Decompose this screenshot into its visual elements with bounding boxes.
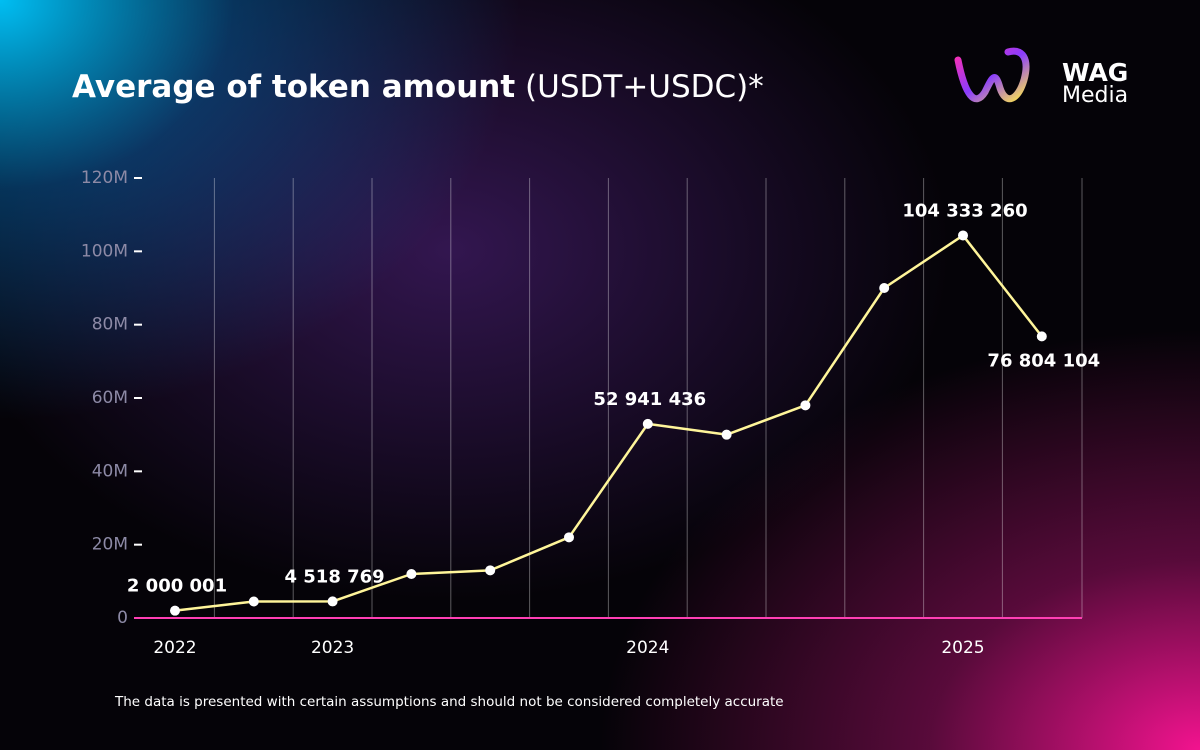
point <box>248 596 259 607</box>
y-tick-label: 120M <box>81 168 128 188</box>
x-tick-label: 2022 <box>153 638 196 658</box>
x-tick-label: 2023 <box>311 638 354 658</box>
x-tick-label: 2025 <box>941 638 984 658</box>
point <box>800 400 811 411</box>
brand-name: WAG <box>1062 58 1128 87</box>
value-label: 52 941 436 <box>593 389 706 410</box>
point <box>327 596 338 607</box>
x-tick-label: 2024 <box>626 638 669 658</box>
title: Average of token amount <box>72 69 515 105</box>
brand-sub: Media <box>1062 83 1128 108</box>
footnote: The data is presented with certain assum… <box>114 694 784 710</box>
point <box>1036 331 1047 342</box>
point <box>642 418 653 429</box>
point <box>564 532 574 543</box>
point <box>406 569 417 579</box>
point <box>170 605 180 616</box>
y-tick-label: 80M <box>92 315 128 335</box>
logo-mark <box>954 47 1030 103</box>
y-tick-label: 100M <box>81 241 128 261</box>
point <box>485 565 496 576</box>
value-label: 4 518 769 <box>284 566 384 587</box>
value-label: 76 804 104 <box>987 350 1100 371</box>
chart-title: Average of token amount (USDT+USDC)* <box>72 69 764 105</box>
value-label: 104 333 260 <box>902 200 1027 221</box>
point <box>721 429 732 440</box>
point <box>879 283 890 293</box>
subtitle: (USDT+USDC)* <box>525 69 764 105</box>
y-tick-label: 40M <box>92 461 128 481</box>
y-tick-label: 60M <box>92 388 128 408</box>
point <box>958 230 968 241</box>
line <box>174 234 1043 612</box>
logo: WAG Media <box>954 47 1128 108</box>
y-tick-label: 20M <box>92 535 128 555</box>
value-label: 2 000 001 <box>127 576 227 597</box>
y-tick-label: 0 <box>117 608 128 628</box>
